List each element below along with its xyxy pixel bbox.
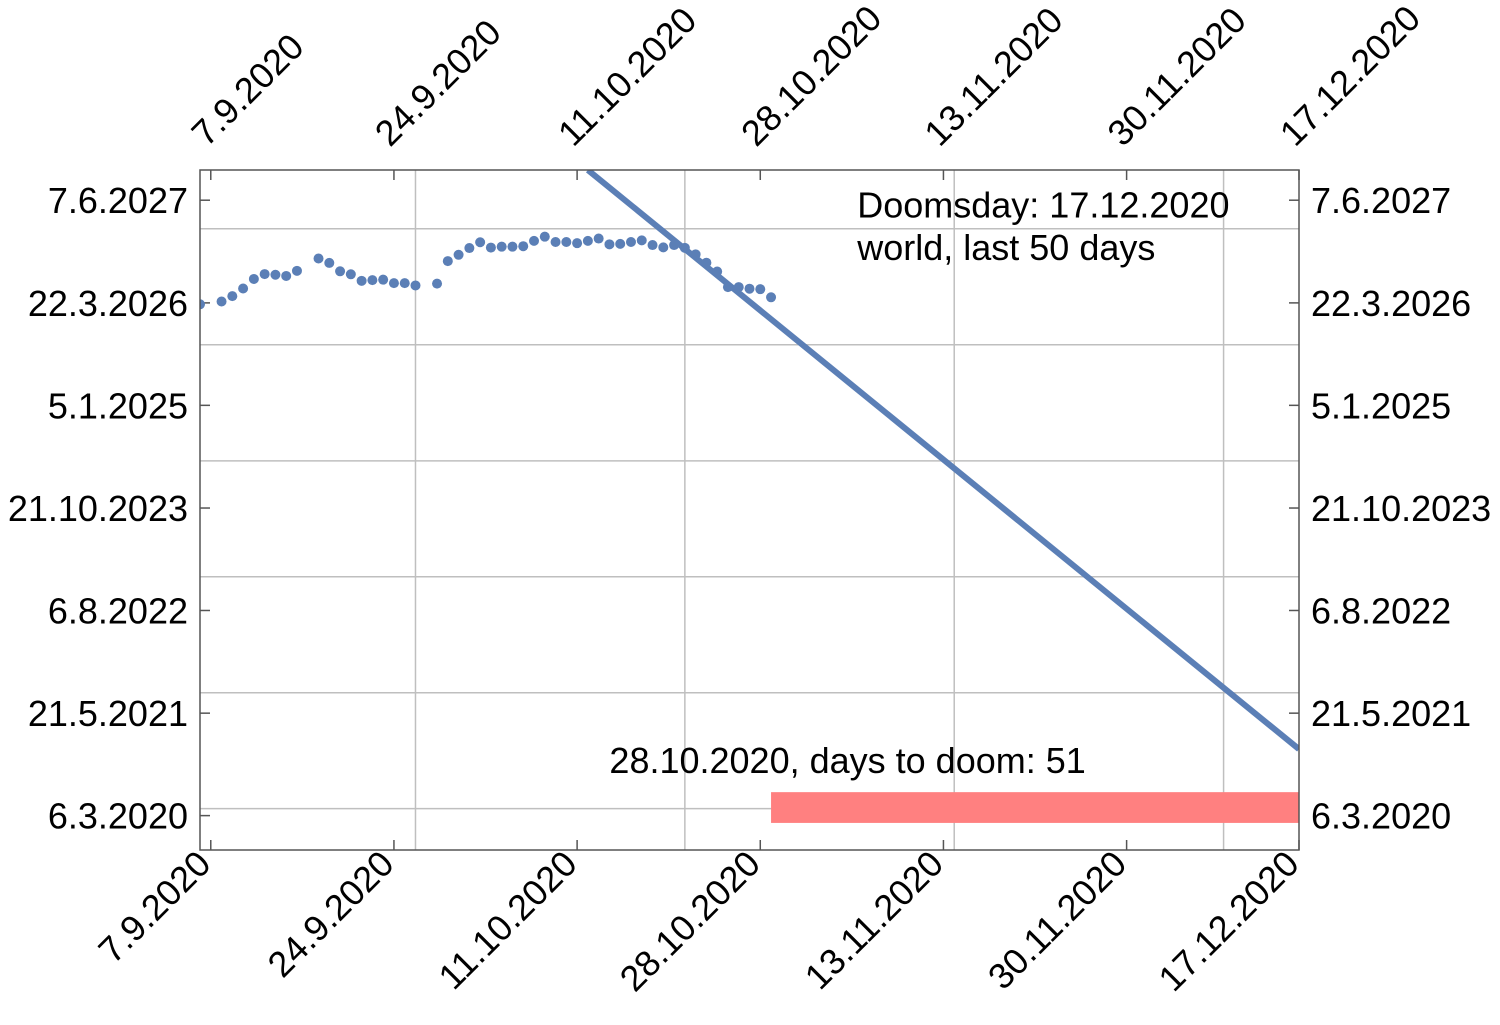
y-tick-label-right: 22.3.2026 bbox=[1311, 283, 1471, 324]
y-tick-label-right: 7.6.2027 bbox=[1311, 180, 1451, 221]
data-point bbox=[367, 275, 378, 286]
data-point bbox=[200, 299, 205, 310]
data-point bbox=[755, 284, 766, 295]
y-tick-label-left: 22.3.2026 bbox=[28, 283, 188, 324]
y-tick-label-right: 6.3.2020 bbox=[1311, 796, 1451, 837]
data-point bbox=[464, 243, 475, 254]
plot-frame bbox=[199, 169, 1300, 851]
y-tick-label-left: 7.6.2027 bbox=[48, 180, 188, 221]
annotation: 28.10.2020, days to doom: 51 bbox=[609, 740, 1085, 781]
data-point bbox=[529, 235, 540, 246]
data-point bbox=[216, 296, 227, 307]
data-point bbox=[550, 237, 561, 248]
data-point bbox=[604, 239, 615, 250]
data-point bbox=[701, 257, 712, 268]
data-point bbox=[615, 238, 626, 249]
data-point bbox=[593, 233, 604, 244]
data-point bbox=[712, 266, 723, 277]
data-point bbox=[690, 249, 701, 260]
data-point bbox=[324, 257, 335, 268]
data-point bbox=[227, 291, 238, 302]
y-tick-label-left: 6.3.2020 bbox=[48, 796, 188, 837]
y-tick-label-left: 21.10.2023 bbox=[8, 488, 188, 529]
data-point bbox=[270, 269, 281, 280]
data-point bbox=[281, 270, 292, 281]
data-point bbox=[561, 237, 572, 248]
data-point bbox=[636, 235, 647, 246]
data-point bbox=[238, 283, 249, 294]
annotation: Doomsday: 17.12.2020 bbox=[857, 184, 1229, 225]
data-point bbox=[722, 282, 733, 293]
data-point bbox=[248, 273, 259, 284]
data-point bbox=[442, 256, 453, 267]
data-point bbox=[399, 278, 410, 289]
data-point bbox=[356, 275, 367, 286]
y-tick-label-right: 5.1.2025 bbox=[1311, 385, 1451, 426]
data-point bbox=[291, 265, 302, 276]
y-tick-label-left: 5.1.2025 bbox=[48, 385, 188, 426]
data-point bbox=[679, 242, 690, 253]
data-point bbox=[647, 240, 658, 251]
doom-bar bbox=[771, 792, 1299, 823]
data-point bbox=[658, 242, 669, 253]
data-point bbox=[669, 240, 680, 251]
data-point bbox=[766, 292, 777, 303]
data-point bbox=[744, 283, 755, 294]
data-point bbox=[518, 241, 529, 252]
data-point bbox=[388, 278, 399, 289]
y-tick-label-right: 6.8.2022 bbox=[1311, 590, 1451, 631]
data-point bbox=[313, 253, 324, 264]
marks bbox=[200, 170, 1299, 823]
data-point bbox=[539, 231, 550, 242]
data-point bbox=[432, 278, 443, 289]
data-point bbox=[733, 282, 744, 293]
annotation: world, last 50 days bbox=[856, 227, 1155, 268]
data-point bbox=[507, 241, 518, 252]
data-point bbox=[259, 269, 270, 280]
data-point bbox=[485, 242, 496, 253]
y-tick-label-right: 21.5.2021 bbox=[1311, 693, 1471, 734]
data-point bbox=[378, 274, 389, 285]
data-point bbox=[345, 269, 356, 280]
y-tick-label-left: 6.8.2022 bbox=[48, 590, 188, 631]
data-point bbox=[410, 280, 421, 291]
grid bbox=[200, 170, 1299, 850]
data-point bbox=[475, 237, 486, 248]
y-tick-label-left: 21.5.2021 bbox=[28, 693, 188, 734]
data-point bbox=[335, 266, 346, 277]
y-tick-label-right: 21.10.2023 bbox=[1311, 488, 1491, 529]
data-point bbox=[453, 249, 464, 260]
data-point bbox=[582, 235, 593, 246]
data-point bbox=[625, 237, 636, 248]
data-point bbox=[496, 241, 507, 252]
data-point bbox=[572, 238, 583, 249]
